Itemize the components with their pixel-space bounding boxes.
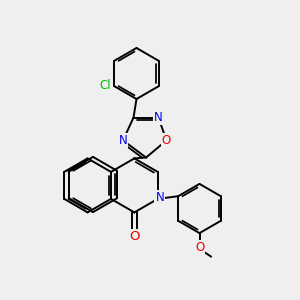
Text: O: O (129, 230, 140, 243)
Text: N: N (118, 134, 127, 147)
Text: Cl: Cl (100, 79, 111, 92)
Text: O: O (195, 241, 204, 254)
Text: N: N (154, 111, 163, 124)
Text: O: O (162, 134, 171, 147)
Text: N: N (155, 191, 164, 204)
